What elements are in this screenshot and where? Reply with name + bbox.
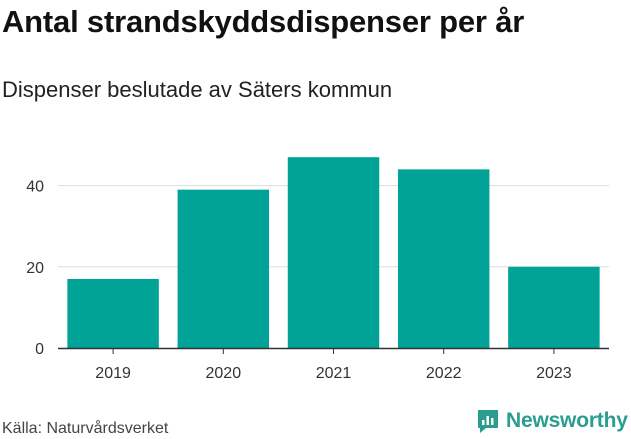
y-tick-label: 0	[35, 341, 44, 358]
x-tick-label: 2023	[536, 365, 572, 382]
chart-title: Antal strandskyddsdispenser per år	[2, 4, 525, 39]
chart-subtitle: Dispenser beslutade av Säters kommun	[2, 77, 393, 102]
x-tick-label: 2019	[95, 365, 131, 382]
bar	[397, 169, 490, 348]
bar	[508, 266, 600, 348]
x-tick-label: 2021	[316, 365, 352, 382]
bar	[177, 189, 270, 348]
bar-chart: 0 20 40 2019 2020 2021 2022 2023	[26, 157, 609, 382]
source-text: Källa: Naturvårdsverket	[2, 420, 169, 437]
y-tick-label: 20	[26, 260, 44, 277]
x-tick-label: 2022	[426, 365, 462, 382]
brand-name: Newsworthy	[506, 409, 628, 432]
x-tick-label: 2020	[206, 365, 242, 382]
newsworthy-logo: Newsworthy	[476, 408, 628, 434]
bar	[67, 278, 159, 348]
bar	[287, 157, 380, 348]
newsworthy-logo-icon	[478, 410, 498, 433]
y-tick-label: 40	[26, 179, 44, 196]
